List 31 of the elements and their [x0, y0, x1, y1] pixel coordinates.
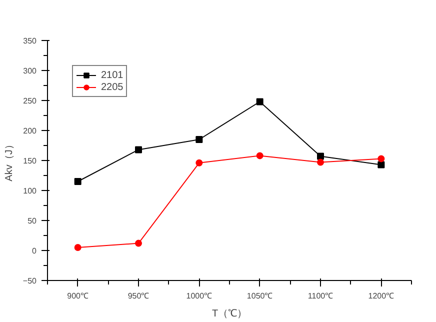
- y-tick-label: 150: [23, 156, 38, 166]
- y-tick-label: −50: [22, 276, 38, 286]
- point: [135, 146, 142, 154]
- point: [196, 159, 203, 166]
- legend-label: 2205: [101, 81, 124, 93]
- y-tick-label: 250: [23, 96, 38, 106]
- y-tick-label: 50: [28, 216, 38, 226]
- point: [378, 155, 385, 162]
- y-tick-label: 300: [23, 66, 38, 76]
- point: [378, 161, 385, 168]
- x-tick-label: 950℃: [128, 292, 150, 300]
- y-tick-label: 100: [23, 186, 38, 196]
- x-tick-label: 1200℃: [368, 292, 394, 300]
- x-tick-label: 1050℃: [246, 292, 273, 300]
- y-tick-label: 0: [32, 246, 38, 256]
- point: [317, 158, 324, 166]
- point: [256, 152, 264, 160]
- x-tick-label: 1000℃: [186, 292, 212, 300]
- y-axis-title: Akv（J）: [4, 140, 15, 182]
- point: [74, 178, 82, 185]
- x-tick-label: 900℃: [67, 292, 89, 300]
- x-axis-title: T（℃）: [212, 308, 248, 320]
- point: [74, 244, 82, 251]
- point: [256, 98, 264, 106]
- y-tick-label: 350: [23, 36, 38, 46]
- point: [135, 240, 142, 247]
- x-tick-label: 1100℃: [308, 292, 334, 300]
- point: [196, 136, 203, 143]
- point: [317, 152, 324, 160]
- legend-label: 2101: [101, 69, 124, 81]
- y-tick-label: 200: [23, 126, 38, 136]
